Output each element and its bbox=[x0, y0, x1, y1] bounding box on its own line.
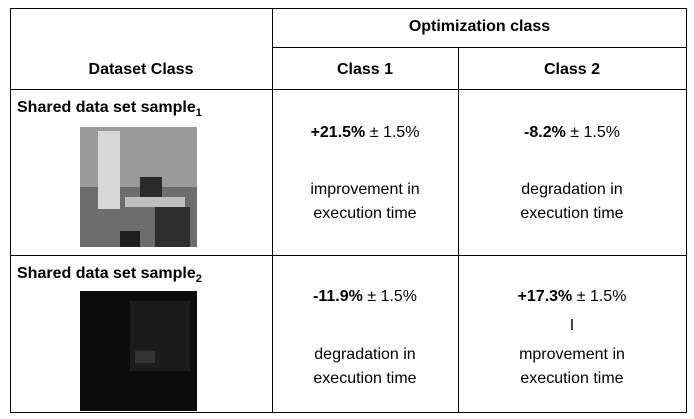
error: ± 1.5% bbox=[576, 288, 627, 305]
label-subscript: 2 bbox=[195, 273, 202, 286]
border bbox=[10, 89, 687, 90]
group-header: Optimization class bbox=[408, 18, 551, 35]
cell-text: execution time bbox=[313, 370, 417, 387]
border bbox=[10, 8, 11, 413]
cell-text: mprovement in bbox=[519, 346, 625, 363]
cell-value: -11.9% ± 1.5% bbox=[272, 287, 458, 307]
cell-text: improvement in bbox=[310, 181, 420, 198]
cell-text: execution time bbox=[313, 205, 417, 222]
row-label: Shared data set sample2 bbox=[17, 264, 202, 289]
cell-value: -8.2% ± 1.5% bbox=[458, 123, 686, 143]
cell-text: execution time bbox=[520, 370, 624, 387]
sample-image bbox=[80, 291, 197, 411]
column-header: Class 2 bbox=[543, 61, 601, 78]
border bbox=[272, 47, 687, 48]
value: +17.3% bbox=[517, 288, 573, 305]
error: ± 1.5% bbox=[570, 124, 620, 141]
column-header: Dataset Class bbox=[88, 61, 194, 78]
error: ± 1.5% bbox=[367, 288, 417, 305]
label-text: Shared data set sample bbox=[17, 265, 196, 282]
value: +21.5% bbox=[310, 124, 366, 141]
sample-image bbox=[80, 127, 197, 247]
cell-value: +17.3% ± 1.5% bbox=[458, 287, 686, 307]
cell-text: execution time bbox=[520, 205, 624, 222]
border bbox=[458, 47, 459, 413]
border bbox=[10, 412, 687, 413]
row-label: Shared data set sample1 bbox=[17, 98, 202, 123]
value: -8.2% bbox=[524, 124, 566, 141]
cell-text: I bbox=[569, 317, 575, 334]
label-subscript: 1 bbox=[195, 107, 202, 120]
cell-text: degradation in bbox=[521, 181, 623, 198]
cell-value: +21.5% ± 1.5% bbox=[272, 123, 458, 143]
value: -11.9% bbox=[313, 288, 363, 305]
error: ± 1.5% bbox=[369, 124, 420, 141]
label-text: Shared data set sample bbox=[17, 99, 196, 116]
column-header: Class 1 bbox=[336, 61, 394, 78]
border bbox=[686, 8, 687, 413]
cell-text: degradation in bbox=[314, 346, 416, 363]
border bbox=[10, 8, 687, 9]
border bbox=[10, 255, 687, 256]
border bbox=[272, 8, 273, 413]
